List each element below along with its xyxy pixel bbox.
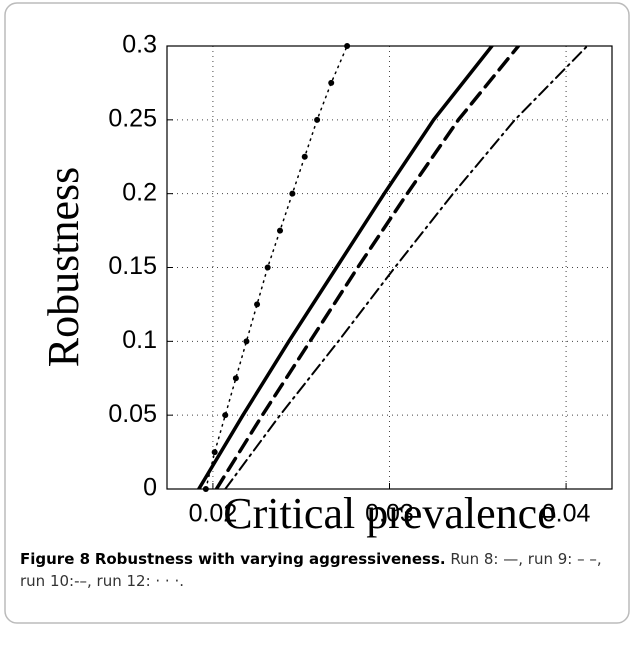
marker <box>314 116 321 123</box>
line <box>197 46 494 489</box>
figure-border <box>4 2 630 624</box>
x-tick-label: 0.04 <box>542 500 591 528</box>
y-tick-label: 0.2 <box>122 178 157 206</box>
caption-title: Robustness with varying aggressiveness. <box>94 550 446 568</box>
plot-frame <box>166 45 613 490</box>
marker <box>264 264 271 271</box>
caption-label: Figure 8 <box>20 550 91 568</box>
marker <box>301 153 308 160</box>
caption: Figure 8 Robustness with varying aggress… <box>20 548 615 592</box>
line <box>214 46 521 489</box>
marker <box>211 449 218 456</box>
marker <box>289 190 296 197</box>
marker <box>222 412 229 419</box>
marker <box>232 375 239 382</box>
y-tick-label: 0.3 <box>122 31 157 59</box>
y-tick-label: 0.25 <box>108 104 157 132</box>
caption-text: Run 8: —, run 9: – –, run 10:-–, run 12:… <box>20 550 602 590</box>
y-tick-label: 0 <box>143 474 157 502</box>
marker <box>243 338 250 345</box>
y-tick-label: 0.1 <box>122 326 157 354</box>
x-tick-label: 0.03 <box>365 500 414 528</box>
x-axis-label: Critical prevalence <box>223 489 556 538</box>
y-tick-label: 0.15 <box>108 252 157 280</box>
marker <box>277 227 284 234</box>
line <box>224 46 589 489</box>
marker <box>254 301 261 308</box>
marker <box>328 79 335 86</box>
y-axis-label: Robustness <box>39 167 88 367</box>
x-tick-label: 0.02 <box>189 500 238 528</box>
y-tick-label: 0.05 <box>108 400 157 428</box>
